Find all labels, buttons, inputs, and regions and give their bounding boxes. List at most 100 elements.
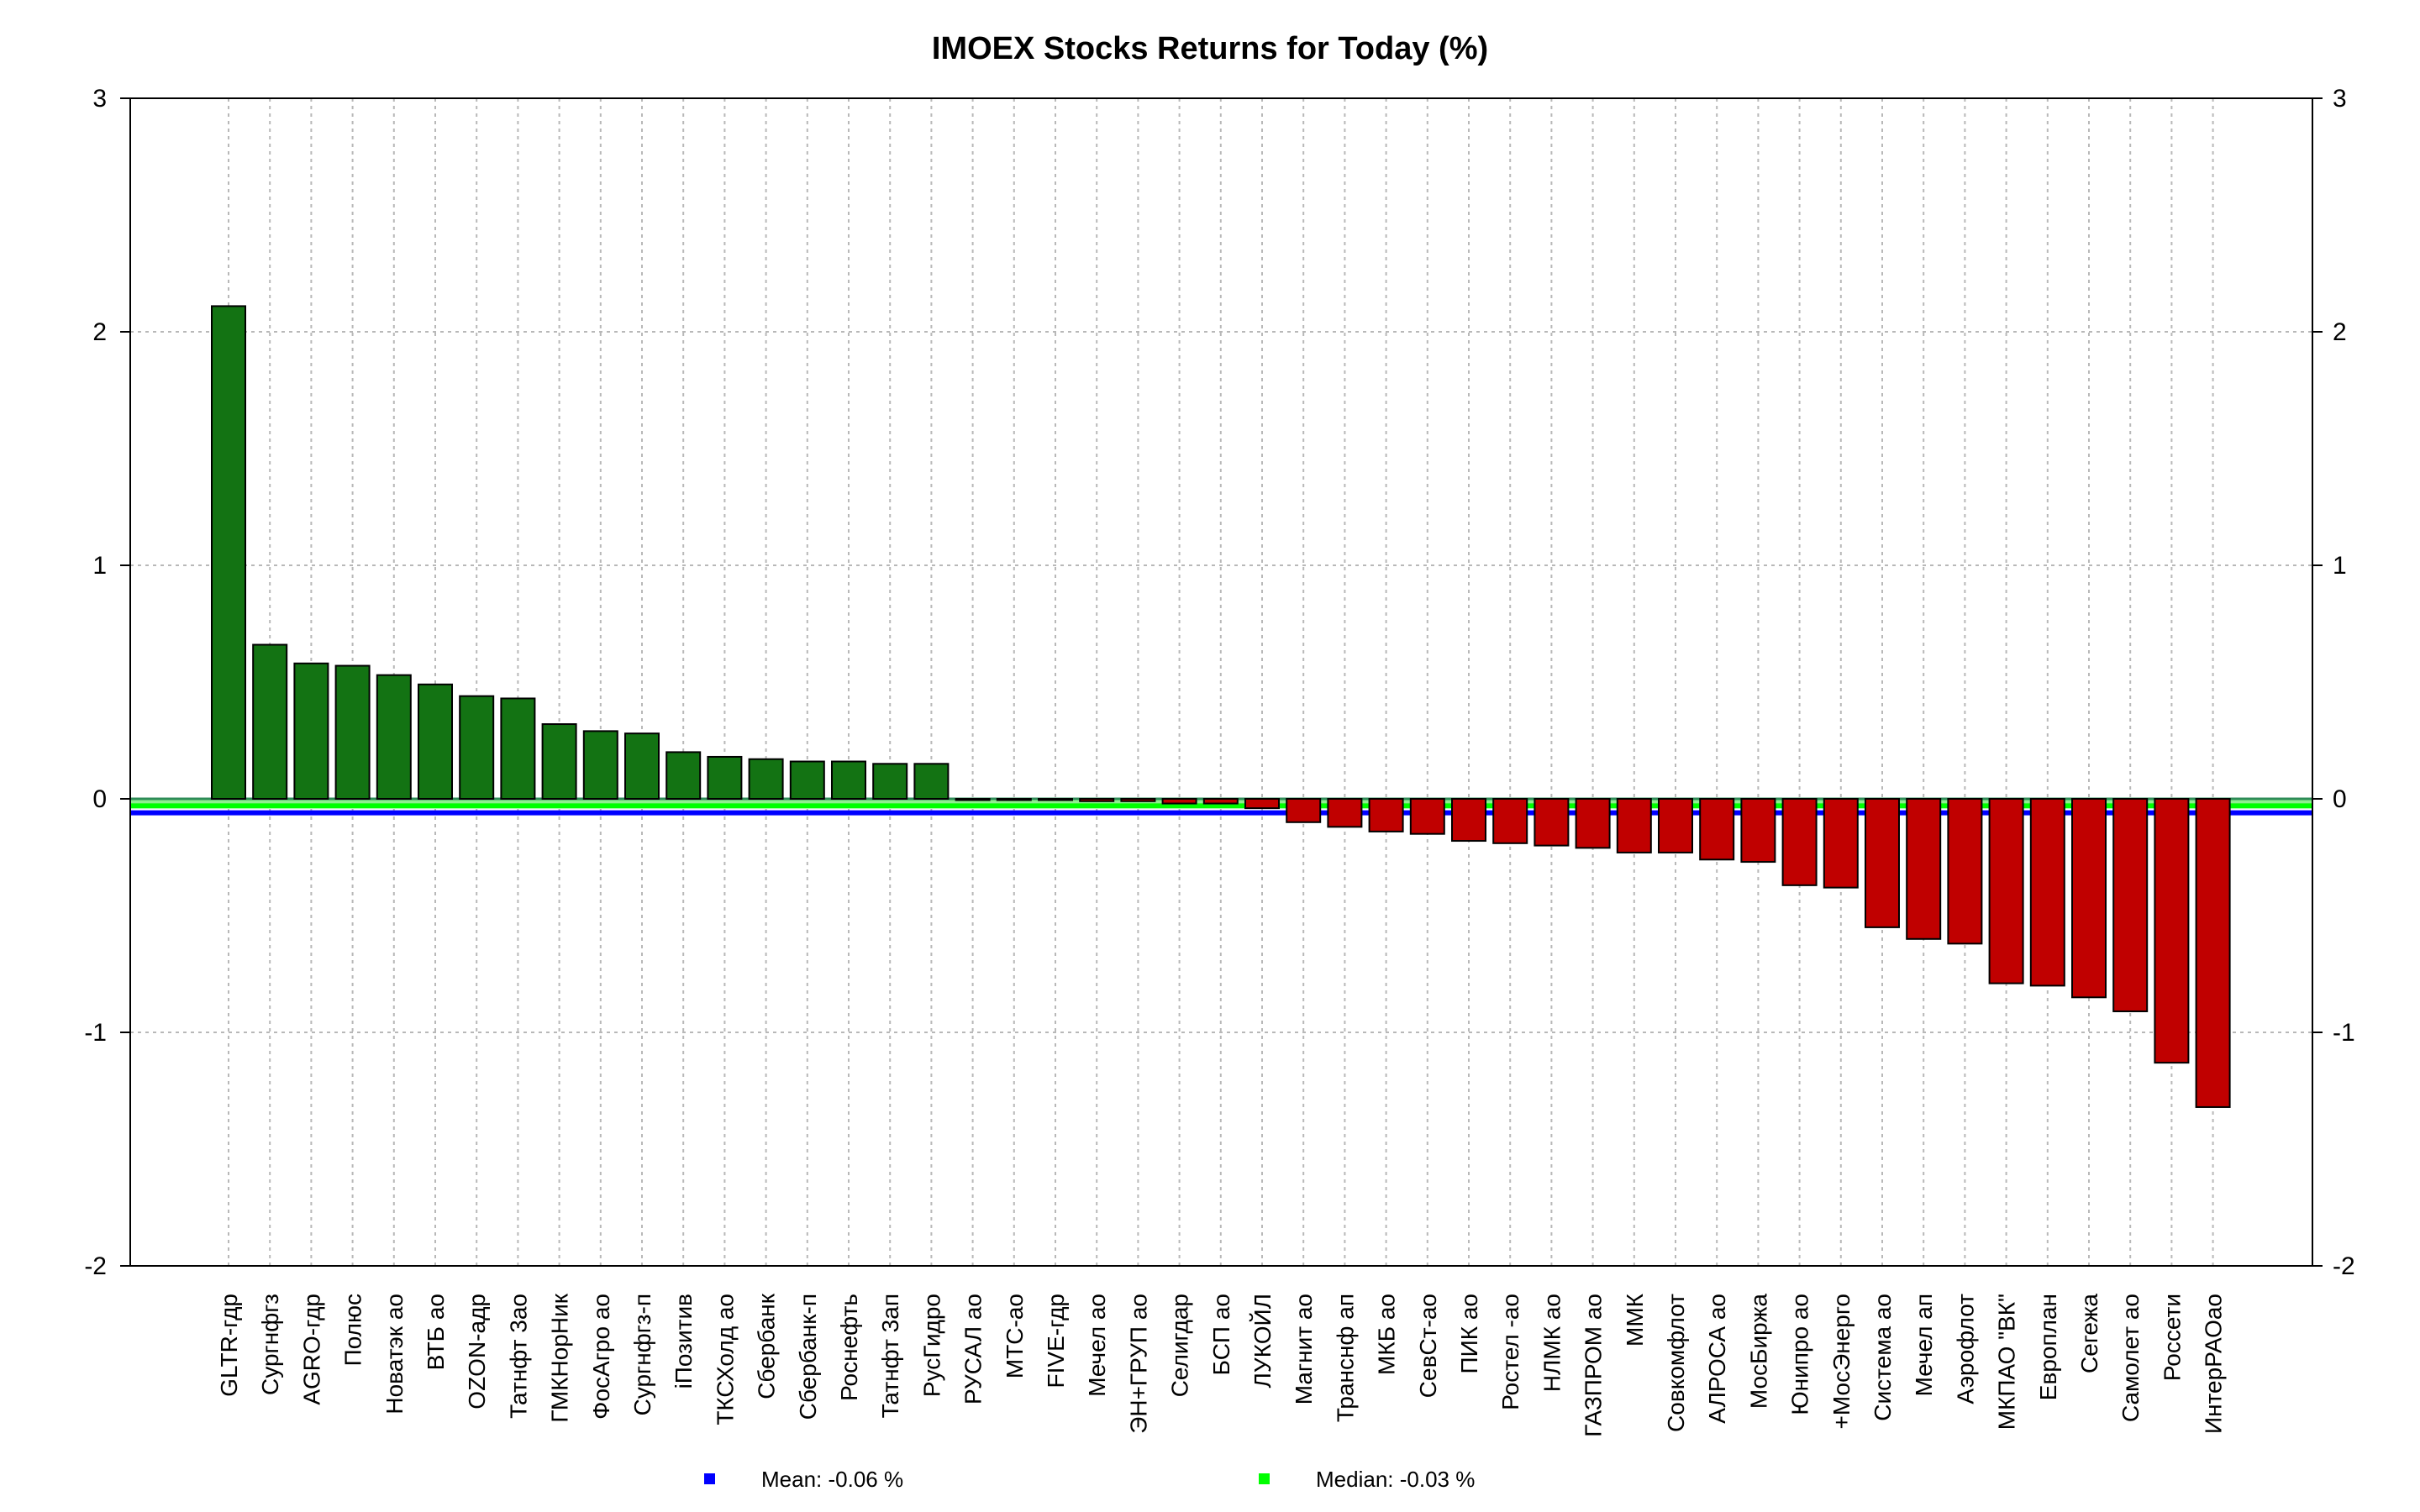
bar-20 (1038, 798, 1073, 801)
bar-44 (2029, 798, 2065, 987)
bar-13 (748, 758, 784, 800)
x-tick-label-0: GLTR-гдр (216, 1294, 242, 1397)
bar-38 (1781, 798, 1818, 886)
x-tick-label-14: Сбербанк-п (795, 1294, 821, 1420)
bar-47 (2154, 798, 2190, 1064)
x-tick-label-5: ВТБ ао (423, 1294, 449, 1370)
legend-label-0: Mean: -0.06 % (761, 1467, 903, 1492)
x-tick-label-31: Ростел -ао (1497, 1294, 1523, 1410)
bar-24 (1202, 798, 1239, 805)
x-tick-label-28: МКБ ао (1374, 1294, 1400, 1375)
x-tick-label-18: РУСАЛ ао (960, 1294, 986, 1404)
chart-title: IMOEX Stocks Returns for Today (%) (932, 31, 1488, 66)
bar-34 (1616, 798, 1652, 853)
x-tick-label-46: Самолет ао (2118, 1294, 2144, 1422)
x-tick-label-24: БСП ао (1208, 1294, 1234, 1375)
y-axis-right: -2 -1 0 1 2 3 (2312, 85, 2355, 1280)
y-tick-label-left-5: 3 (92, 85, 107, 113)
x-tick-label-45: Сегежа (2076, 1294, 2102, 1373)
x-tick-label-38: Юнипро ао (1787, 1294, 1813, 1415)
x-tick-label-20: FIVE-гдр (1043, 1294, 1069, 1388)
bar-30 (1451, 798, 1486, 843)
bar-43 (1988, 798, 2024, 984)
y-tick-label-left-1: -1 (84, 1019, 107, 1047)
bar-25 (1244, 798, 1280, 810)
bar-36 (1699, 798, 1735, 861)
y-tick-label-left-4: 2 (92, 318, 107, 346)
x-tick-label-13: Сбербанк (754, 1293, 780, 1399)
bar-1 (252, 643, 288, 801)
y-tick-label-left-2: 0 (92, 785, 107, 813)
x-tick-label-23: Селигдар (1167, 1294, 1193, 1397)
x-tick-label-11: iПозитив (671, 1294, 697, 1389)
x-tick-label-19: МТС-ао (1002, 1294, 1028, 1378)
bar-42 (1947, 798, 1983, 945)
bar-0 (211, 305, 246, 801)
bar-9 (582, 730, 618, 801)
bar-31 (1492, 798, 1528, 844)
x-tick-label-27: Транснф ап (1332, 1294, 1358, 1422)
x-tick-label-17: РусГидро (918, 1294, 944, 1397)
x-tick-label-21: Мечел ао (1084, 1294, 1110, 1397)
x-tick-label-7: Татнфт 3ао (505, 1294, 531, 1419)
x-tick-label-39: +МосЭнерго (1828, 1294, 1854, 1429)
legend-swatch-1 (1259, 1473, 1270, 1484)
bar-27 (1327, 798, 1363, 828)
bar-41 (1906, 798, 1942, 940)
x-tick-label-9: ФосАгро ао (588, 1294, 614, 1420)
x-tick-label-1: Сургнфгз (257, 1294, 283, 1395)
x-tick-label-29: СевСт-ао (1415, 1294, 1441, 1398)
bar-21 (1079, 798, 1115, 802)
y-tick-label-right-4: 2 (2333, 318, 2347, 346)
y-tick-label-right-0: -2 (2333, 1252, 2355, 1280)
bar-46 (2112, 798, 2149, 1012)
bars (211, 305, 2231, 1108)
x-tick-label-4: Новатэк ао (381, 1294, 408, 1415)
bar-35 (1658, 798, 1693, 853)
bar-10 (624, 732, 660, 800)
bar-26 (1286, 798, 1322, 823)
x-axis-labels: GLTR-гдр Сургнфгз AGRO-гдр Полюс Новатэк ао В… (216, 1293, 2227, 1437)
x-tick-label-15: Роснефть (836, 1294, 862, 1401)
x-tick-label-32: НЛМК ао (1539, 1294, 1565, 1392)
x-tick-label-48: ИнтерРАОао (2201, 1294, 2227, 1434)
legend-swatch-0 (704, 1473, 715, 1484)
x-tick-label-16: Татнфт 3ап (877, 1294, 903, 1418)
x-tick-label-34: ММК (1622, 1293, 1648, 1347)
y-tick-label-left-0: -2 (84, 1252, 107, 1280)
bar-8 (541, 723, 577, 800)
x-tick-label-8: ГМКНорНик (547, 1293, 573, 1422)
bar-29 (1409, 798, 1445, 835)
y-tick-label-right-3: 1 (2333, 552, 2347, 580)
y-tick-label-right-1: -1 (2333, 1019, 2355, 1047)
bar-12 (707, 755, 743, 801)
bar-7 (500, 697, 536, 801)
x-tick-label-37: МосБиржа (1745, 1294, 1771, 1410)
bar-32 (1534, 798, 1570, 847)
x-tick-label-42: Аэрофлот (1952, 1294, 1978, 1404)
bar-6 (459, 695, 495, 800)
bar-2 (293, 662, 329, 801)
x-tick-label-36: АЛРОСА ао (1704, 1294, 1730, 1424)
bar-22 (1120, 798, 1156, 802)
bar-11 (666, 751, 702, 801)
x-tick-label-2: AGRO-гдр (298, 1294, 324, 1405)
x-tick-label-33: ГАЗПРОМ ао (1581, 1294, 1607, 1437)
bar-19 (996, 798, 1032, 801)
x-tick-label-41: Мечел ап (1911, 1294, 1937, 1396)
x-tick-label-12: ТКСХолд ао (712, 1294, 738, 1425)
x-tick-label-30: ПИК ао (1456, 1294, 1482, 1373)
y-tick-label-right-5: 3 (2333, 85, 2347, 113)
axes (129, 97, 2313, 1267)
x-tick-label-3: Полюс (340, 1294, 366, 1366)
bar-23 (1161, 798, 1197, 805)
grid-lines (130, 97, 2312, 1267)
bar-14 (789, 760, 825, 801)
bar-33 (1575, 798, 1611, 849)
bar-15 (831, 760, 866, 801)
legend: Mean: -0.06 % Median: -0.03 % (704, 1467, 1475, 1492)
x-tick-label-26: Магнит ао (1291, 1294, 1317, 1404)
bar-48 (2195, 798, 2231, 1108)
y-tick-label-right-2: 0 (2333, 785, 2347, 813)
